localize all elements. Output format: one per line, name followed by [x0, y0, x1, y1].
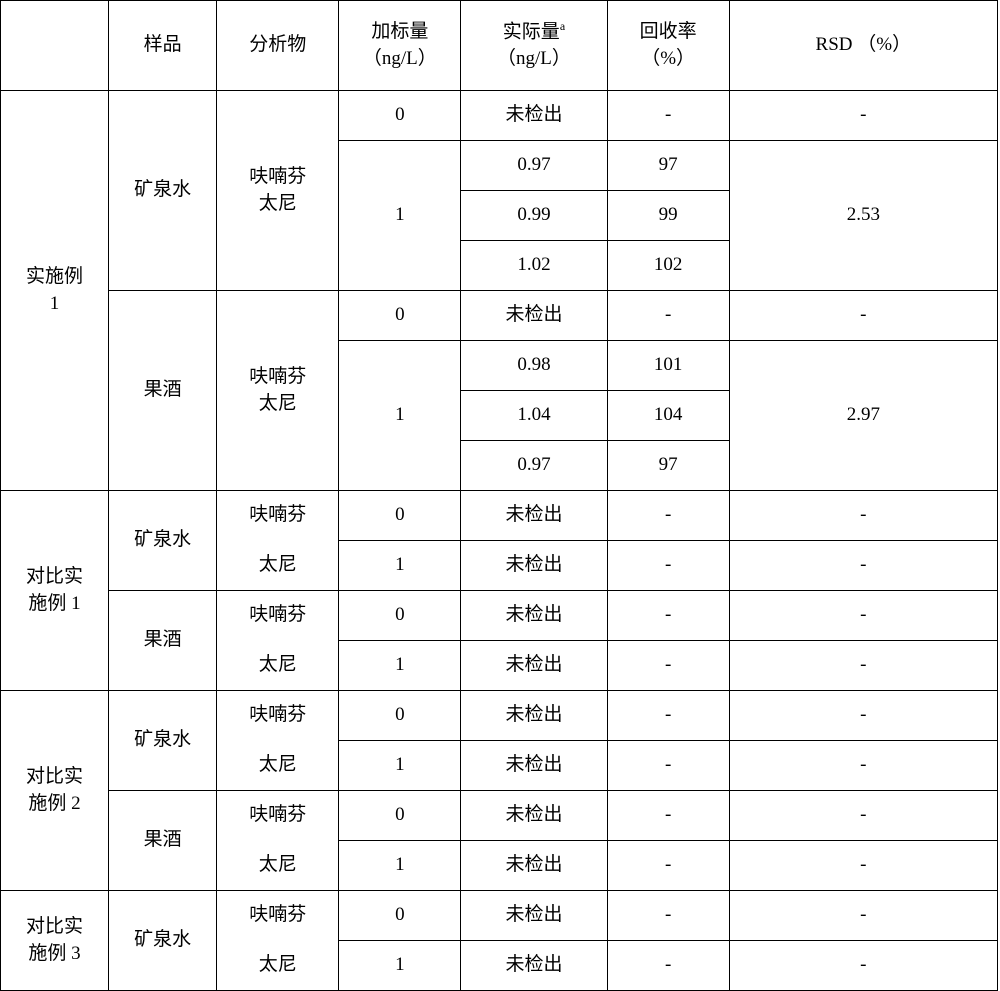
comp3-sample-mineral: 矿泉水 [109, 891, 217, 991]
table-cell: - [607, 641, 729, 691]
table-cell: 未检出 [461, 541, 607, 591]
example1-analyte-wine: 呋喃芬太尼 [217, 291, 339, 491]
table-cell: 104 [607, 391, 729, 441]
table-cell: 0 [339, 791, 461, 841]
table-cell: - [607, 591, 729, 641]
table-cell: - [729, 841, 997, 891]
table-cell: 0 [339, 591, 461, 641]
table-cell: - [729, 741, 997, 791]
table-cell: - [607, 741, 729, 791]
table-cell: - [607, 91, 729, 141]
table-cell: 呋喃芬 [217, 591, 339, 641]
table-cell: - [729, 91, 997, 141]
header-spike: 加标量（ng/L） [339, 1, 461, 91]
table-cell: 呋喃芬 [217, 891, 339, 941]
table-cell: 0.99 [461, 191, 607, 241]
table-cell: - [607, 291, 729, 341]
comp1-sample-mineral: 矿泉水 [109, 491, 217, 591]
comp2-sample-wine: 果酒 [109, 791, 217, 891]
table-cell: 未检出 [461, 691, 607, 741]
table-cell: 0.97 [461, 141, 607, 191]
table-cell: 太尼 [217, 741, 339, 791]
table-cell: - [729, 541, 997, 591]
table-cell: 0 [339, 91, 461, 141]
table-cell: 99 [607, 191, 729, 241]
table-cell: 未检出 [461, 491, 607, 541]
table-cell: 97 [607, 441, 729, 491]
comp3-label: 对比实施例 3 [1, 891, 109, 991]
recovery-table: 样品 分析物 加标量（ng/L） 实际量a（ng/L） 回收率（%） RSD （… [0, 0, 998, 991]
example1-sample-wine: 果酒 [109, 291, 217, 491]
table-cell: 太尼 [217, 841, 339, 891]
table-cell: 太尼 [217, 941, 339, 991]
table-cell: - [729, 491, 997, 541]
header-sample: 样品 [109, 1, 217, 91]
table-cell: - [607, 541, 729, 591]
table-cell: 未检出 [461, 891, 607, 941]
table-cell: 未检出 [461, 291, 607, 341]
table-cell: 未检出 [461, 91, 607, 141]
header-actual: 实际量a（ng/L） [461, 1, 607, 91]
table-cell: - [729, 941, 997, 991]
table-cell: - [729, 891, 997, 941]
table-cell: 太尼 [217, 641, 339, 691]
table-cell: - [607, 791, 729, 841]
table-cell: 呋喃芬 [217, 491, 339, 541]
comp2-label: 对比实施例 2 [1, 691, 109, 891]
table-cell: 1 [339, 941, 461, 991]
table-cell: 呋喃芬 [217, 791, 339, 841]
table-cell: 0 [339, 691, 461, 741]
table-cell: - [729, 691, 997, 741]
table-cell: 0 [339, 491, 461, 541]
comp1-label: 对比实施例 1 [1, 491, 109, 691]
header-analyte: 分析物 [217, 1, 339, 91]
table-cell: 0.98 [461, 341, 607, 391]
table-cell: 太尼 [217, 541, 339, 591]
table-cell: 未检出 [461, 841, 607, 891]
table-cell: 102 [607, 241, 729, 291]
table-cell: 0 [339, 891, 461, 941]
header-recovery: 回收率（%） [607, 1, 729, 91]
table-cell: - [607, 891, 729, 941]
example1-sample-mineral: 矿泉水 [109, 91, 217, 291]
table-cell: 0.97 [461, 441, 607, 491]
table-cell: 1 [339, 841, 461, 891]
table-cell: 1 [339, 341, 461, 491]
table-cell: 2.53 [729, 141, 997, 291]
table-cell: - [729, 791, 997, 841]
comp1-sample-wine: 果酒 [109, 591, 217, 691]
table-cell: 101 [607, 341, 729, 391]
table-cell: 0 [339, 291, 461, 341]
table-cell: 97 [607, 141, 729, 191]
table-cell: 1.04 [461, 391, 607, 441]
table-cell: 呋喃芬 [217, 691, 339, 741]
table-cell: 未检出 [461, 591, 607, 641]
table-cell: - [607, 841, 729, 891]
example1-label: 实施例1 [1, 91, 109, 491]
table-cell: 1 [339, 541, 461, 591]
example1-analyte-mineral: 呋喃芬太尼 [217, 91, 339, 291]
table-cell: 未检出 [461, 741, 607, 791]
table-cell: 未检出 [461, 791, 607, 841]
table-cell: - [607, 691, 729, 741]
table-cell: 1 [339, 641, 461, 691]
table-cell: - [729, 641, 997, 691]
header-rsd: RSD （%） [729, 1, 997, 91]
table-cell: 未检出 [461, 941, 607, 991]
table-cell: 1 [339, 141, 461, 291]
table-cell: 未检出 [461, 641, 607, 691]
table-cell: 2.97 [729, 341, 997, 491]
comp2-sample-mineral: 矿泉水 [109, 691, 217, 791]
table-cell: - [729, 591, 997, 641]
table-cell: - [607, 491, 729, 541]
table-cell: - [729, 291, 997, 341]
table-cell: 1 [339, 741, 461, 791]
table-cell: - [607, 941, 729, 991]
table-cell: 1.02 [461, 241, 607, 291]
header-blank [1, 1, 109, 91]
